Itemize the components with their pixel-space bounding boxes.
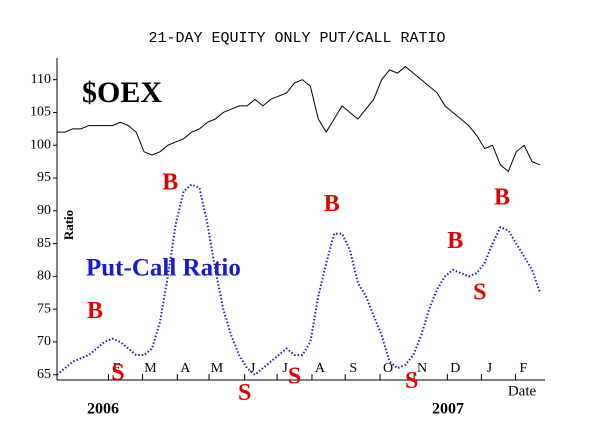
x-axis-label: Date: [508, 383, 537, 399]
x-tick-label: D: [450, 361, 460, 376]
signal-annotation: S: [473, 280, 486, 306]
oex-label: $OEX: [82, 76, 162, 109]
y-tick-label: 100: [30, 137, 51, 152]
year-label: 2007: [432, 401, 464, 418]
x-tick-label: J: [250, 361, 256, 376]
y-tick-label: 65: [37, 367, 51, 382]
y-tick-label: 105: [30, 105, 51, 120]
x-tick-label: A: [315, 361, 326, 376]
y-tick-label: 70: [37, 334, 51, 349]
y-tick-label: 95: [37, 170, 51, 185]
x-tick-label: N: [417, 361, 427, 376]
x-tick-label: J: [282, 361, 288, 376]
y-tick-label: 75: [37, 301, 51, 316]
x-tick-label: O: [383, 361, 393, 376]
signal-annotation: B: [162, 169, 178, 195]
series-line: [56, 183, 541, 377]
signal-annotation: B: [87, 298, 103, 324]
y-tick-label: 85: [37, 236, 51, 251]
series-line: [57, 65, 541, 173]
y-tick-label: 90: [37, 203, 51, 218]
x-tick-label: M: [211, 361, 224, 376]
x-tick-label: S: [349, 361, 357, 376]
signal-annotation: S: [405, 368, 418, 394]
signal-annotation: B: [447, 228, 463, 254]
x-tick-label: J: [487, 361, 493, 376]
y-tick-label: 80: [37, 269, 51, 284]
y-axis-label: Ratio: [61, 210, 76, 240]
x-tick-label: A: [180, 361, 191, 376]
y-tick-label: 110: [31, 72, 51, 87]
signal-annotation: B: [494, 185, 510, 211]
x-tick-label: F: [113, 361, 121, 376]
x-tick-label: F: [520, 361, 528, 376]
x-tick-label: M: [144, 361, 157, 376]
signal-annotation: S: [288, 364, 301, 390]
signal-annotation: S: [111, 360, 124, 386]
signal-annotation: S: [238, 380, 251, 406]
chart-title: 21-DAY EQUITY ONLY PUT/CALL RATIO: [148, 30, 445, 47]
year-label: 2006: [87, 401, 119, 418]
signal-annotation: B: [324, 191, 340, 217]
